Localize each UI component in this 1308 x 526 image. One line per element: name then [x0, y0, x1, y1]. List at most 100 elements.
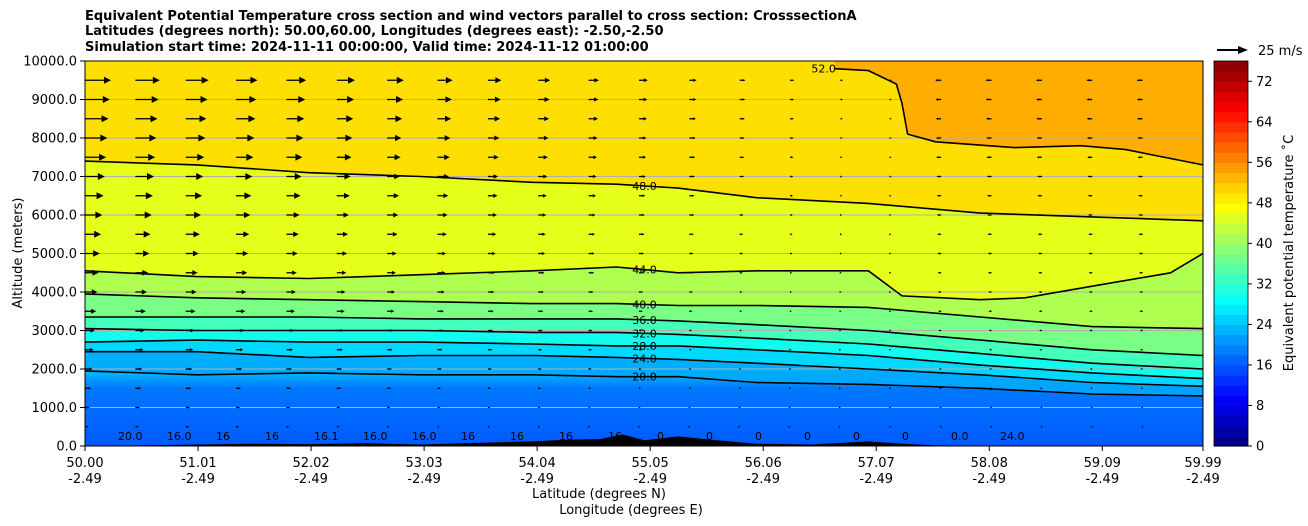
wind-vector	[541, 290, 544, 294]
x-tick-label-lat: 59.09	[1084, 456, 1121, 471]
wind-vector	[889, 214, 892, 216]
wind-vector	[689, 368, 692, 370]
surface-contour-label: 16	[510, 430, 524, 443]
wind-vector	[89, 347, 94, 352]
wind-vector	[691, 213, 695, 217]
wind-vector	[937, 233, 940, 236]
contour-label-52: 52.0	[811, 63, 836, 76]
wind-vector	[1089, 310, 1092, 313]
chart-title-line-3: Simulation start time: 2024-11-11 00:00:…	[85, 40, 649, 55]
wind-vector	[739, 387, 742, 390]
wind-vector	[935, 78, 938, 82]
wind-vector	[1137, 156, 1140, 159]
wind-vector	[839, 368, 842, 370]
wind-vector	[345, 134, 353, 142]
wind-vector	[1088, 271, 1091, 274]
wind-vector	[1037, 233, 1040, 236]
x-tick-label-lon: -2.49	[1186, 472, 1220, 487]
wind-vector	[542, 232, 546, 236]
wind-vector	[142, 269, 149, 276]
wind-vector	[742, 117, 745, 120]
wind-vector	[740, 291, 743, 293]
wind-vector	[294, 192, 301, 199]
wind-vector	[494, 116, 501, 122]
colorbar-segment	[1214, 142, 1248, 153]
wind-vector	[639, 387, 642, 390]
wind-vector	[246, 153, 254, 161]
wind-vector	[238, 406, 241, 409]
wind-vector	[391, 290, 396, 294]
wind-vector	[592, 232, 596, 236]
wind-vector	[291, 309, 295, 314]
colorbar-tick-label: 16	[1256, 358, 1273, 373]
wind-vector	[293, 231, 299, 237]
contour-line-52	[834, 67, 1203, 166]
wind-vector	[989, 425, 992, 428]
wind-vector	[889, 175, 892, 178]
wind-vector	[541, 271, 545, 275]
wind-vector	[1088, 233, 1091, 236]
colorbar-segment	[1214, 405, 1248, 417]
wind-vector	[244, 192, 252, 200]
wind-vector	[443, 193, 449, 199]
wind-vector	[87, 406, 90, 409]
wind-vector	[139, 347, 144, 352]
colorbar-tick-label: 72	[1256, 75, 1273, 90]
wind-vector	[197, 153, 205, 161]
chart-title-line-1: Equivalent Potential Temperature cross s…	[85, 9, 857, 24]
wind-vector	[593, 136, 598, 140]
x-tick-label-lat: 55.05	[632, 456, 669, 471]
wind-vector	[935, 117, 939, 120]
wind-vector	[591, 290, 594, 294]
wind-vector	[989, 406, 992, 409]
wind-vector	[149, 134, 157, 142]
wind-vector	[938, 368, 941, 370]
wind-vector	[239, 348, 244, 352]
wind-vector	[740, 310, 743, 313]
wind-vector	[290, 328, 294, 333]
surface-contour-label: 16.0	[412, 430, 437, 443]
wind-vector	[1090, 387, 1093, 390]
colorbar-segment	[1214, 324, 1248, 336]
wind-vector	[590, 348, 593, 351]
wind-vector	[642, 175, 646, 178]
colorbar-segment	[1214, 131, 1248, 143]
wind-vector	[441, 309, 444, 313]
wind-vector	[295, 153, 303, 161]
wind-vector	[100, 134, 108, 142]
contour-label-44: 44.0	[632, 264, 657, 277]
wind-vector	[540, 348, 543, 351]
wind-vector	[445, 115, 452, 122]
wind-vector	[889, 368, 892, 370]
wind-vector	[790, 233, 793, 236]
wind-vector	[1040, 406, 1043, 409]
x-tick-label-lat: 52.02	[292, 456, 329, 471]
colorbar-tick-label: 56	[1256, 156, 1273, 171]
wind-vector	[494, 96, 501, 103]
wind-vector	[642, 213, 645, 217]
wind-vector	[492, 232, 497, 237]
wind-vector	[1089, 329, 1092, 332]
wind-vector	[248, 115, 256, 123]
y-axis-label: Altitude (meters)	[11, 198, 26, 309]
colorbar-segment	[1214, 314, 1248, 326]
y-tick-label: 8000.0	[32, 132, 78, 147]
wind-vector	[693, 78, 697, 82]
wind-vector	[1035, 78, 1039, 82]
wind-vector	[1138, 252, 1141, 255]
wind-vector	[88, 386, 92, 390]
wind-vector	[935, 98, 938, 101]
wind-vector	[840, 214, 843, 216]
colorbar-segment	[1214, 273, 1248, 285]
wind-vector	[1139, 271, 1142, 274]
colorbar-segment	[1214, 212, 1248, 224]
colorbar-segment	[1214, 233, 1248, 244]
wind-vector	[294, 173, 302, 180]
contour-line-28	[85, 339, 1203, 380]
wind-vector	[346, 115, 354, 123]
wind-vector	[394, 154, 401, 161]
wind-vector	[840, 175, 843, 178]
wind-vector	[1037, 194, 1040, 197]
surface-contour-label: 0	[706, 430, 713, 443]
colorbar-segment	[1214, 61, 1248, 72]
